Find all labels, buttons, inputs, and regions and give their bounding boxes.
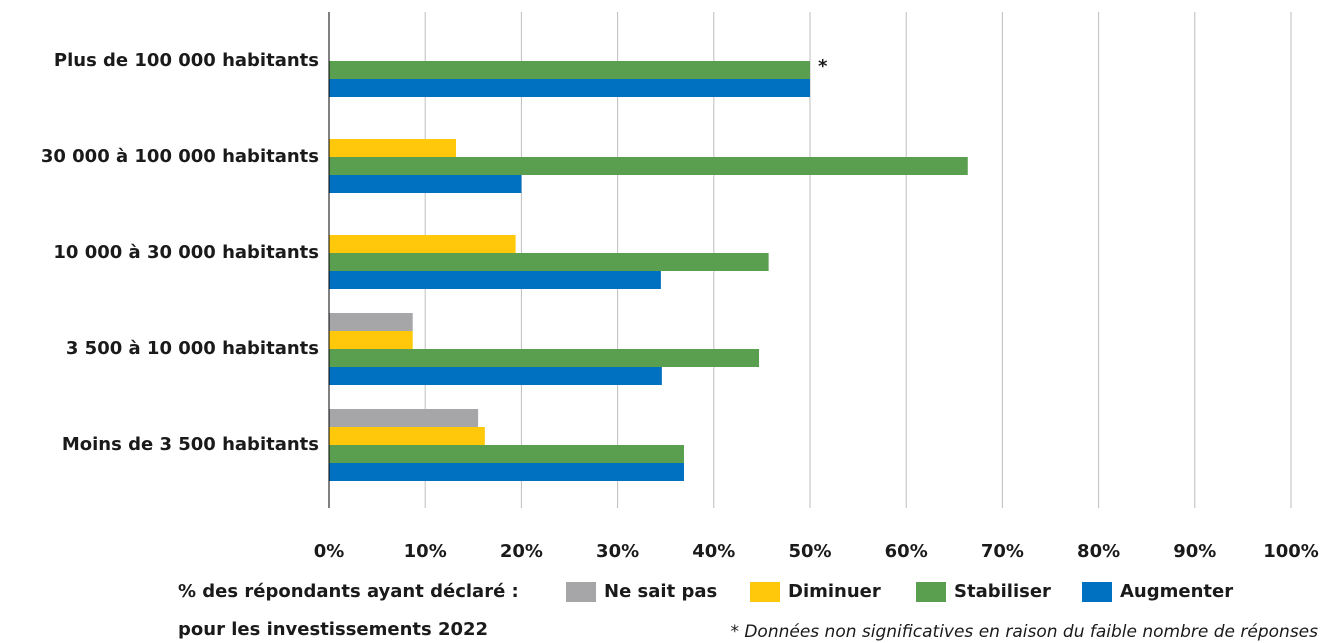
- bar: [329, 331, 413, 349]
- bar: [329, 313, 413, 331]
- legend-label: Stabiliser: [954, 581, 1051, 602]
- y-tick-label: Moins de 3 500 habitants: [62, 434, 319, 455]
- x-tick-label: 40%: [692, 541, 735, 562]
- x-tick-label: 30%: [596, 541, 639, 562]
- x-tick-label: 50%: [788, 541, 831, 562]
- legend-swatch: [1082, 582, 1112, 602]
- legend-title: pour les investissements 2022: [178, 619, 488, 640]
- bar: [329, 445, 684, 463]
- bar: [329, 61, 810, 79]
- bar: [329, 367, 662, 385]
- x-tick-label: 10%: [404, 541, 447, 562]
- bar: [329, 79, 810, 97]
- x-tick-label: 0%: [314, 541, 345, 562]
- bar: [329, 271, 661, 289]
- x-tick-label: 90%: [1173, 541, 1216, 562]
- bar: [329, 175, 522, 193]
- legend-title: % des répondants ayant déclaré :: [178, 581, 519, 602]
- y-tick-label: 30 000 à 100 000 habitants: [41, 146, 319, 167]
- legend-label: Augmenter: [1120, 581, 1233, 602]
- bar: [329, 349, 760, 367]
- y-tick-label: Plus de 100 000 habitants: [54, 50, 319, 71]
- bar: [329, 157, 968, 175]
- y-tick-label: 3 500 à 10 000 habitants: [66, 338, 319, 359]
- bar: [329, 139, 456, 157]
- bar: [329, 253, 769, 271]
- x-tick-label: 60%: [885, 541, 928, 562]
- legend-label: Ne sait pas: [604, 581, 717, 602]
- legend-label: Diminuer: [788, 581, 881, 602]
- x-tick-label: 20%: [500, 541, 543, 562]
- bar: [329, 235, 516, 253]
- annotation: *: [818, 56, 828, 77]
- x-tick-label: 70%: [981, 541, 1024, 562]
- x-tick-label: 100%: [1263, 541, 1319, 562]
- bar: [329, 409, 479, 427]
- x-tick-label: 80%: [1077, 541, 1120, 562]
- legend-swatch: [750, 582, 780, 602]
- footnote: * Données non significatives en raison d…: [730, 622, 1318, 642]
- legend-swatch: [566, 582, 596, 602]
- bar: [329, 427, 485, 445]
- legend-swatch: [916, 582, 946, 602]
- bar: [329, 463, 684, 481]
- y-tick-label: 10 000 à 30 000 habitants: [53, 242, 319, 263]
